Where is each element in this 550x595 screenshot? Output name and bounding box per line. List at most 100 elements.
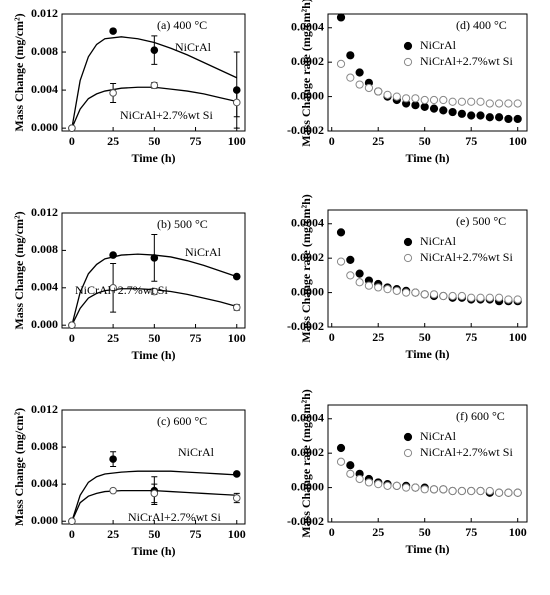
y-tick-label: 0.004	[31, 476, 58, 490]
y-tick-label: -0.0002	[287, 123, 324, 137]
y-tick-label: 0.0004	[291, 411, 324, 425]
data-point	[411, 101, 420, 110]
x-tick-label: 50	[419, 330, 431, 344]
data-point	[402, 288, 411, 297]
data-point	[411, 94, 420, 103]
x-tick-label: 0	[69, 331, 75, 345]
y-axis-label: Mass Change (mg/cm²)	[12, 211, 26, 329]
data-point	[429, 290, 439, 299]
plot-frame	[327, 13, 528, 132]
data-point	[504, 99, 513, 108]
data-point	[346, 73, 355, 82]
data-point	[495, 293, 504, 302]
data-point	[355, 278, 364, 287]
data-point	[513, 114, 522, 124]
data-point	[439, 485, 448, 494]
x-tick-label: 75	[465, 525, 477, 539]
data-point	[467, 293, 476, 302]
data-point	[476, 293, 485, 302]
y-tick-label: 0.004	[31, 82, 58, 96]
data-point	[504, 295, 513, 304]
panel-title: (f) 600 °C	[456, 409, 505, 423]
x-axis-label: Time (h)	[131, 348, 175, 362]
data-point	[392, 481, 401, 490]
data-point	[504, 114, 513, 124]
data-point	[448, 486, 457, 496]
data-point	[109, 89, 117, 97]
data-point	[420, 485, 429, 494]
panel-title: (d) 400 °C	[456, 18, 507, 32]
legend-marker	[403, 253, 413, 263]
data-point	[448, 107, 457, 117]
data-point	[150, 254, 159, 262]
x-tick-label: 0	[69, 134, 75, 148]
y-tick-label: 0.0002	[291, 250, 324, 264]
legend-marker	[403, 432, 413, 442]
data-point	[392, 286, 401, 295]
data-point	[495, 113, 504, 122]
data-point	[336, 13, 346, 22]
data-point	[150, 81, 159, 90]
data-point	[457, 486, 467, 496]
fit-curve	[71, 253, 237, 326]
y-tick-label: 0.0002	[291, 445, 324, 459]
data-point	[232, 98, 241, 107]
data-point	[346, 51, 355, 60]
data-point	[420, 102, 429, 112]
x-tick-label: 100	[228, 527, 246, 541]
fit-curve	[71, 470, 237, 522]
y-axis-label: Mass Change rate (mg/cm²h)	[299, 389, 313, 538]
data-point	[232, 303, 241, 312]
data-point	[457, 291, 467, 301]
x-tick-label: 75	[465, 330, 477, 344]
data-point	[232, 272, 241, 281]
data-point	[485, 293, 494, 302]
data-point	[109, 251, 117, 259]
data-point	[383, 481, 392, 490]
x-tick-label: 25	[372, 330, 384, 344]
data-point	[513, 99, 522, 108]
data-point	[355, 269, 364, 278]
y-tick-label: 0.008	[31, 439, 58, 453]
plot-frame	[61, 13, 246, 132]
data-point	[476, 97, 485, 106]
y-tick-label: -0.0002	[287, 319, 324, 333]
y-tick-label: 0.0000	[291, 479, 324, 493]
y-tick-label: 0.0004	[291, 216, 324, 230]
data-point	[402, 94, 411, 103]
y-tick-label: 0.000	[31, 317, 58, 331]
x-tick-label: 25	[372, 134, 384, 148]
data-point	[109, 283, 117, 292]
x-tick-label: 0	[69, 527, 75, 541]
y-tick-label: 0.004	[31, 280, 58, 294]
data-point	[383, 90, 392, 99]
data-point	[485, 486, 494, 496]
data-point	[485, 99, 494, 108]
x-axis-label: Time (h)	[405, 347, 449, 361]
y-tick-label: -0.0002	[287, 514, 324, 528]
x-tick-label: 100	[509, 134, 527, 148]
y-tick-label: 0.012	[31, 402, 58, 416]
data-point	[411, 288, 420, 297]
data-point	[448, 291, 457, 301]
y-tick-label: 0.008	[31, 44, 58, 58]
data-point	[374, 480, 383, 489]
legend-label: NiCrAl+2.7%wt Si	[420, 54, 513, 68]
x-tick-label: 25	[107, 134, 119, 148]
x-tick-label: 50	[419, 134, 431, 148]
legend-marker	[403, 448, 413, 458]
data-point	[68, 124, 76, 132]
x-tick-label: 50	[148, 527, 160, 541]
x-tick-label: 75	[465, 134, 477, 148]
y-axis-label: Mass Change (mg/cm²)	[12, 408, 26, 526]
legend-marker	[403, 237, 413, 247]
data-point	[232, 470, 241, 478]
series-annotation: NiCrAl	[178, 445, 215, 459]
data-point	[346, 461, 355, 470]
data-point	[439, 95, 448, 105]
data-point	[476, 111, 485, 120]
plot-frame	[327, 209, 528, 328]
data-point	[485, 113, 494, 122]
legend-label: NiCrAl+2.7%wt Si	[420, 250, 513, 264]
